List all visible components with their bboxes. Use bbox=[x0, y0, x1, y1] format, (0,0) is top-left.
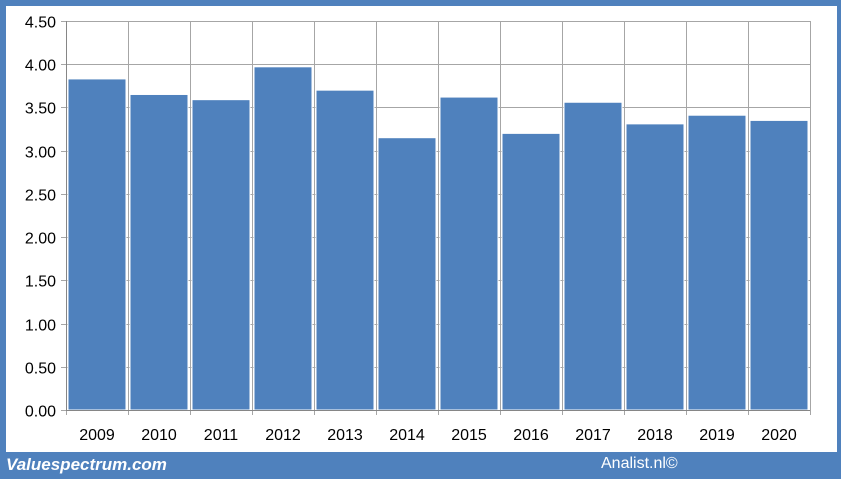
x-tick-label: 2016 bbox=[513, 427, 549, 444]
x-tick-label: 2014 bbox=[389, 427, 425, 444]
bars bbox=[67, 66, 809, 411]
bar-2014 bbox=[377, 137, 437, 411]
source-watermark-right: Analist.nl© bbox=[601, 455, 678, 472]
y-tick-label: 3.50 bbox=[25, 101, 56, 118]
x-tick-label: 2011 bbox=[204, 427, 239, 444]
y-tick-label: 3.00 bbox=[25, 145, 56, 162]
x-tick-label: 2009 bbox=[79, 427, 115, 444]
x-tick-label: 2020 bbox=[761, 427, 797, 444]
chart-area: 0.00 0.50 1.00 1.50 2.00 2.50 3.00 3.50 4.00 4.50… bbox=[6, 6, 837, 452]
bar-2009 bbox=[67, 78, 127, 411]
y-tick-labels: 0.00 0.50 1.00 1.50 2.00 2.50 3.00 3.50 4.00 4.50 bbox=[25, 15, 56, 421]
bar-2020 bbox=[749, 119, 809, 411]
x-tick-label: 2010 bbox=[141, 427, 177, 444]
y-tick-label: 0.50 bbox=[25, 361, 56, 378]
y-tick-label: 2.00 bbox=[25, 231, 56, 248]
bar-2019 bbox=[687, 114, 747, 411]
x-tick-label: 2019 bbox=[699, 427, 735, 444]
bar-2013 bbox=[315, 89, 375, 411]
y-tick-label: 4.50 bbox=[25, 15, 56, 32]
bar-2017 bbox=[563, 101, 623, 411]
source-watermark-left: Valuespectrum.com bbox=[6, 455, 167, 474]
x-tick-labels: 2009 2010 2011 2012 2013 2014 2015 2016 2017 2018… bbox=[79, 427, 797, 444]
x-tick-label: 2017 bbox=[575, 427, 611, 444]
y-tick-label: 1.00 bbox=[25, 318, 56, 335]
x-tick-label: 2013 bbox=[327, 427, 363, 444]
y-tick-label: 1.50 bbox=[25, 274, 56, 291]
x-tick-label: 2012 bbox=[265, 427, 301, 444]
bar-chart: 0.00 0.50 1.00 1.50 2.00 2.50 3.00 3.50 4.00 4.50… bbox=[25, 15, 811, 444]
y-tick-label: 2.50 bbox=[25, 188, 56, 205]
y-tick-label: 4.00 bbox=[25, 58, 56, 75]
x-tick-label: 2018 bbox=[637, 427, 673, 444]
bar-2016 bbox=[501, 132, 561, 411]
y-tick-label: 0.00 bbox=[25, 404, 56, 421]
axes bbox=[66, 21, 810, 411]
x-tick-label: 2015 bbox=[451, 427, 487, 444]
bar-2012 bbox=[253, 66, 313, 411]
bar-2015 bbox=[439, 96, 499, 411]
bar-2018 bbox=[625, 123, 685, 411]
bar-2011 bbox=[191, 99, 251, 411]
bar-2010 bbox=[129, 93, 189, 411]
